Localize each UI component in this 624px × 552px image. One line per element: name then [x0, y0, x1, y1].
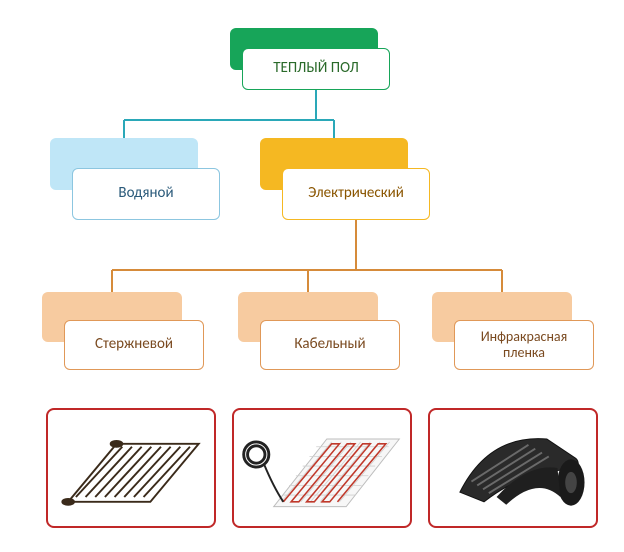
- rod-label: Стержневой: [95, 336, 173, 353]
- infrared-film-illustration: [430, 410, 596, 526]
- photo-rod: [46, 408, 216, 528]
- rod-heating-illustration: [48, 410, 214, 526]
- water-node: Водяной: [72, 168, 220, 220]
- electric-node: Электрический: [282, 168, 430, 220]
- root-node: ТЕПЛЫЙ ПОЛ: [242, 48, 390, 90]
- cable-node: Кабельный: [260, 320, 400, 370]
- rod-node: Стержневой: [64, 320, 204, 370]
- root-label: ТЕПЛЫЙ ПОЛ: [273, 60, 359, 77]
- photo-cable: [232, 408, 412, 528]
- film-node: Инфракрасная пленка: [454, 320, 594, 370]
- cable-mat-illustration: [234, 410, 410, 526]
- cable-label: Кабельный: [294, 336, 365, 353]
- diagram-canvas: ТЕПЛЫЙ ПОЛ Водяной Электрический Стержне…: [0, 0, 624, 552]
- film-label: Инфракрасная пленка: [461, 329, 587, 361]
- photo-film: [428, 408, 598, 528]
- electric-label: Электрический: [308, 185, 404, 202]
- water-label: Водяной: [118, 185, 173, 202]
